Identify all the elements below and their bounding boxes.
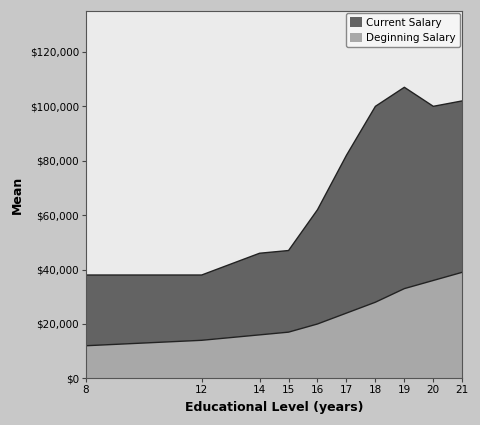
Legend: Current Salary, Deginning Salary: Current Salary, Deginning Salary: [346, 13, 460, 47]
Y-axis label: Mean: Mean: [11, 176, 24, 214]
X-axis label: Educational Level (years): Educational Level (years): [185, 401, 363, 414]
